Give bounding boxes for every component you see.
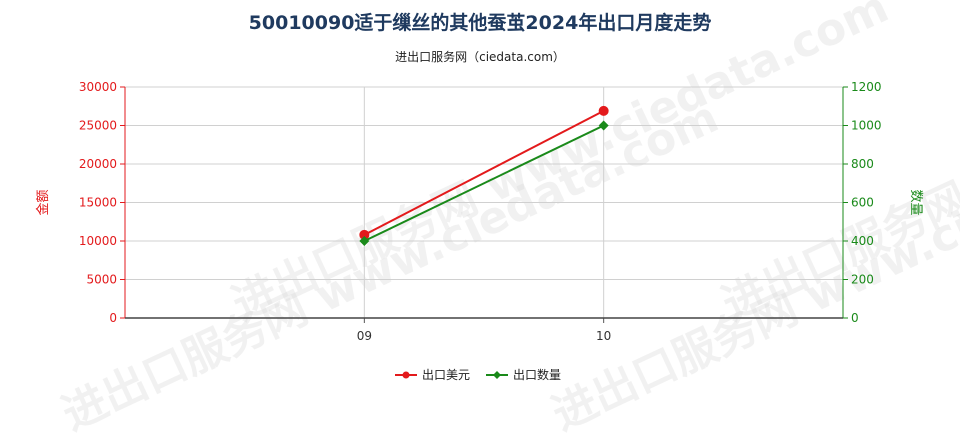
x-axis-tick-label: 10 [596,329,611,343]
left-axis-tick-label: 20000 [79,157,117,171]
right-axis-tick-label: 200 [851,273,874,287]
series-line-amount [363,109,605,236]
right-axis-tick-label: 1200 [851,80,882,94]
chart-canvas: 0 5000 10000 15000 20000 25000 30000 0 200 400 600… [35,80,923,382]
legend-label: 出口数量 [513,367,561,382]
right-axis-tick-label: 600 [851,196,874,210]
data-point-quantity [598,120,609,131]
chart-subtitle: 进出口服务网（ciedata.com） [395,50,565,64]
left-axis-label: 金额 [35,189,51,215]
right-axis-label: 数量 [908,189,923,215]
data-point-amount [359,229,370,240]
right-axis-tick-label: 1000 [851,119,882,133]
data-point-quantity [359,236,370,246]
series-line-quantity [363,124,605,242]
right-axis-tick-label: 800 [851,157,874,171]
right-axis-tick-label: 0 [851,311,859,325]
right-axis-tick-label: 400 [851,234,874,248]
left-axis-tick-label: 10000 [79,234,117,248]
left-axis-tick-label: 5000 [86,273,117,287]
legend-marker [402,371,410,379]
left-axis-tick-label: 25000 [79,119,117,133]
legend-label: 出口美元 [422,368,470,382]
chart-title: 50010090适于缫丝的其他蚕茧2024年出口月度走势 [248,12,712,34]
x-axis-tick-label: 09 [357,329,372,343]
left-axis-tick-label: 30000 [79,80,117,94]
left-axis-tick-label: 0 [109,311,117,325]
data-point-amount [598,105,609,116]
left-axis-tick-label: 15000 [79,196,117,210]
legend-marker [493,371,501,379]
